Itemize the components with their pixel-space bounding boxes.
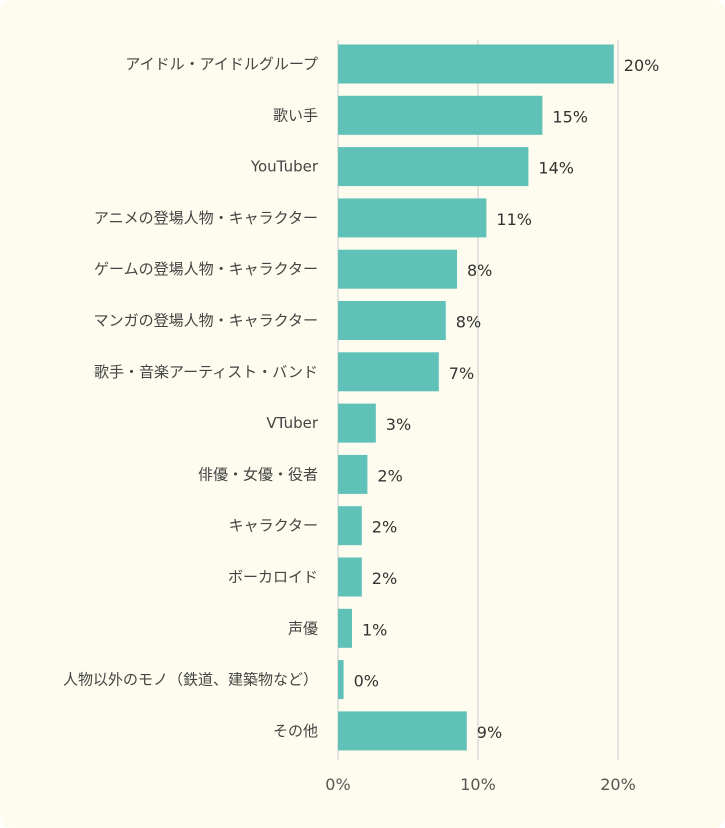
bar (338, 95, 543, 135)
category-label: 俳優・女優・役者 (198, 465, 318, 483)
category-label: 人物以外のモノ（鉄道、建築物など） (63, 671, 318, 689)
value-label: 2% (372, 569, 397, 588)
bar (338, 608, 352, 648)
value-labels: 20% 15% 14% 11% 8% 8% 7% 3% 2% 2% 2% 1% 0% 9% (354, 56, 660, 742)
bar (338, 44, 614, 84)
value-label: 7% (449, 364, 474, 383)
bar (338, 249, 457, 289)
category-label: 声優 (288, 619, 318, 637)
category-label: キャラクター (229, 517, 318, 535)
bar (338, 660, 344, 700)
bar (338, 198, 487, 238)
bar (338, 403, 376, 443)
value-label: 2% (377, 466, 402, 485)
category-label: その他 (273, 722, 318, 740)
category-label: マンガの登場人物・キャラクター (94, 312, 318, 330)
category-label: 歌い手 (273, 106, 318, 124)
value-label: 20% (624, 56, 660, 75)
x-tick-labels: 0% 10% 20% (325, 775, 635, 794)
category-label: 歌手・音楽アーティスト・バンド (94, 363, 318, 381)
category-label: ボーカロイド (228, 568, 318, 586)
category-label: VTuber (266, 414, 318, 432)
bar (338, 711, 467, 751)
value-label: 8% (456, 313, 481, 332)
bar (338, 557, 362, 597)
value-label: 0% (354, 672, 379, 691)
value-label: 14% (538, 159, 574, 178)
bar (338, 352, 439, 392)
bars (338, 44, 614, 751)
bar (338, 301, 446, 340)
x-tick-label: 0% (325, 775, 350, 794)
x-tick-label: 10% (460, 775, 496, 794)
value-label: 8% (467, 261, 492, 280)
value-label: 1% (362, 620, 387, 639)
category-label: YouTuber (250, 158, 319, 176)
category-label: アイドル・アイドルグループ (125, 55, 318, 73)
bar (338, 454, 368, 494)
bar (338, 506, 362, 546)
bar (338, 147, 529, 187)
value-label: 11% (496, 210, 532, 229)
value-label: 9% (477, 723, 502, 742)
value-label: 15% (552, 107, 588, 126)
x-tick-label: 20% (600, 775, 636, 794)
value-label: 2% (372, 518, 397, 537)
category-label: アニメの登場人物・キャラクター (94, 209, 318, 227)
category-label: ゲームの登場人物・キャラクター (94, 260, 318, 278)
value-label: 3% (386, 415, 411, 434)
